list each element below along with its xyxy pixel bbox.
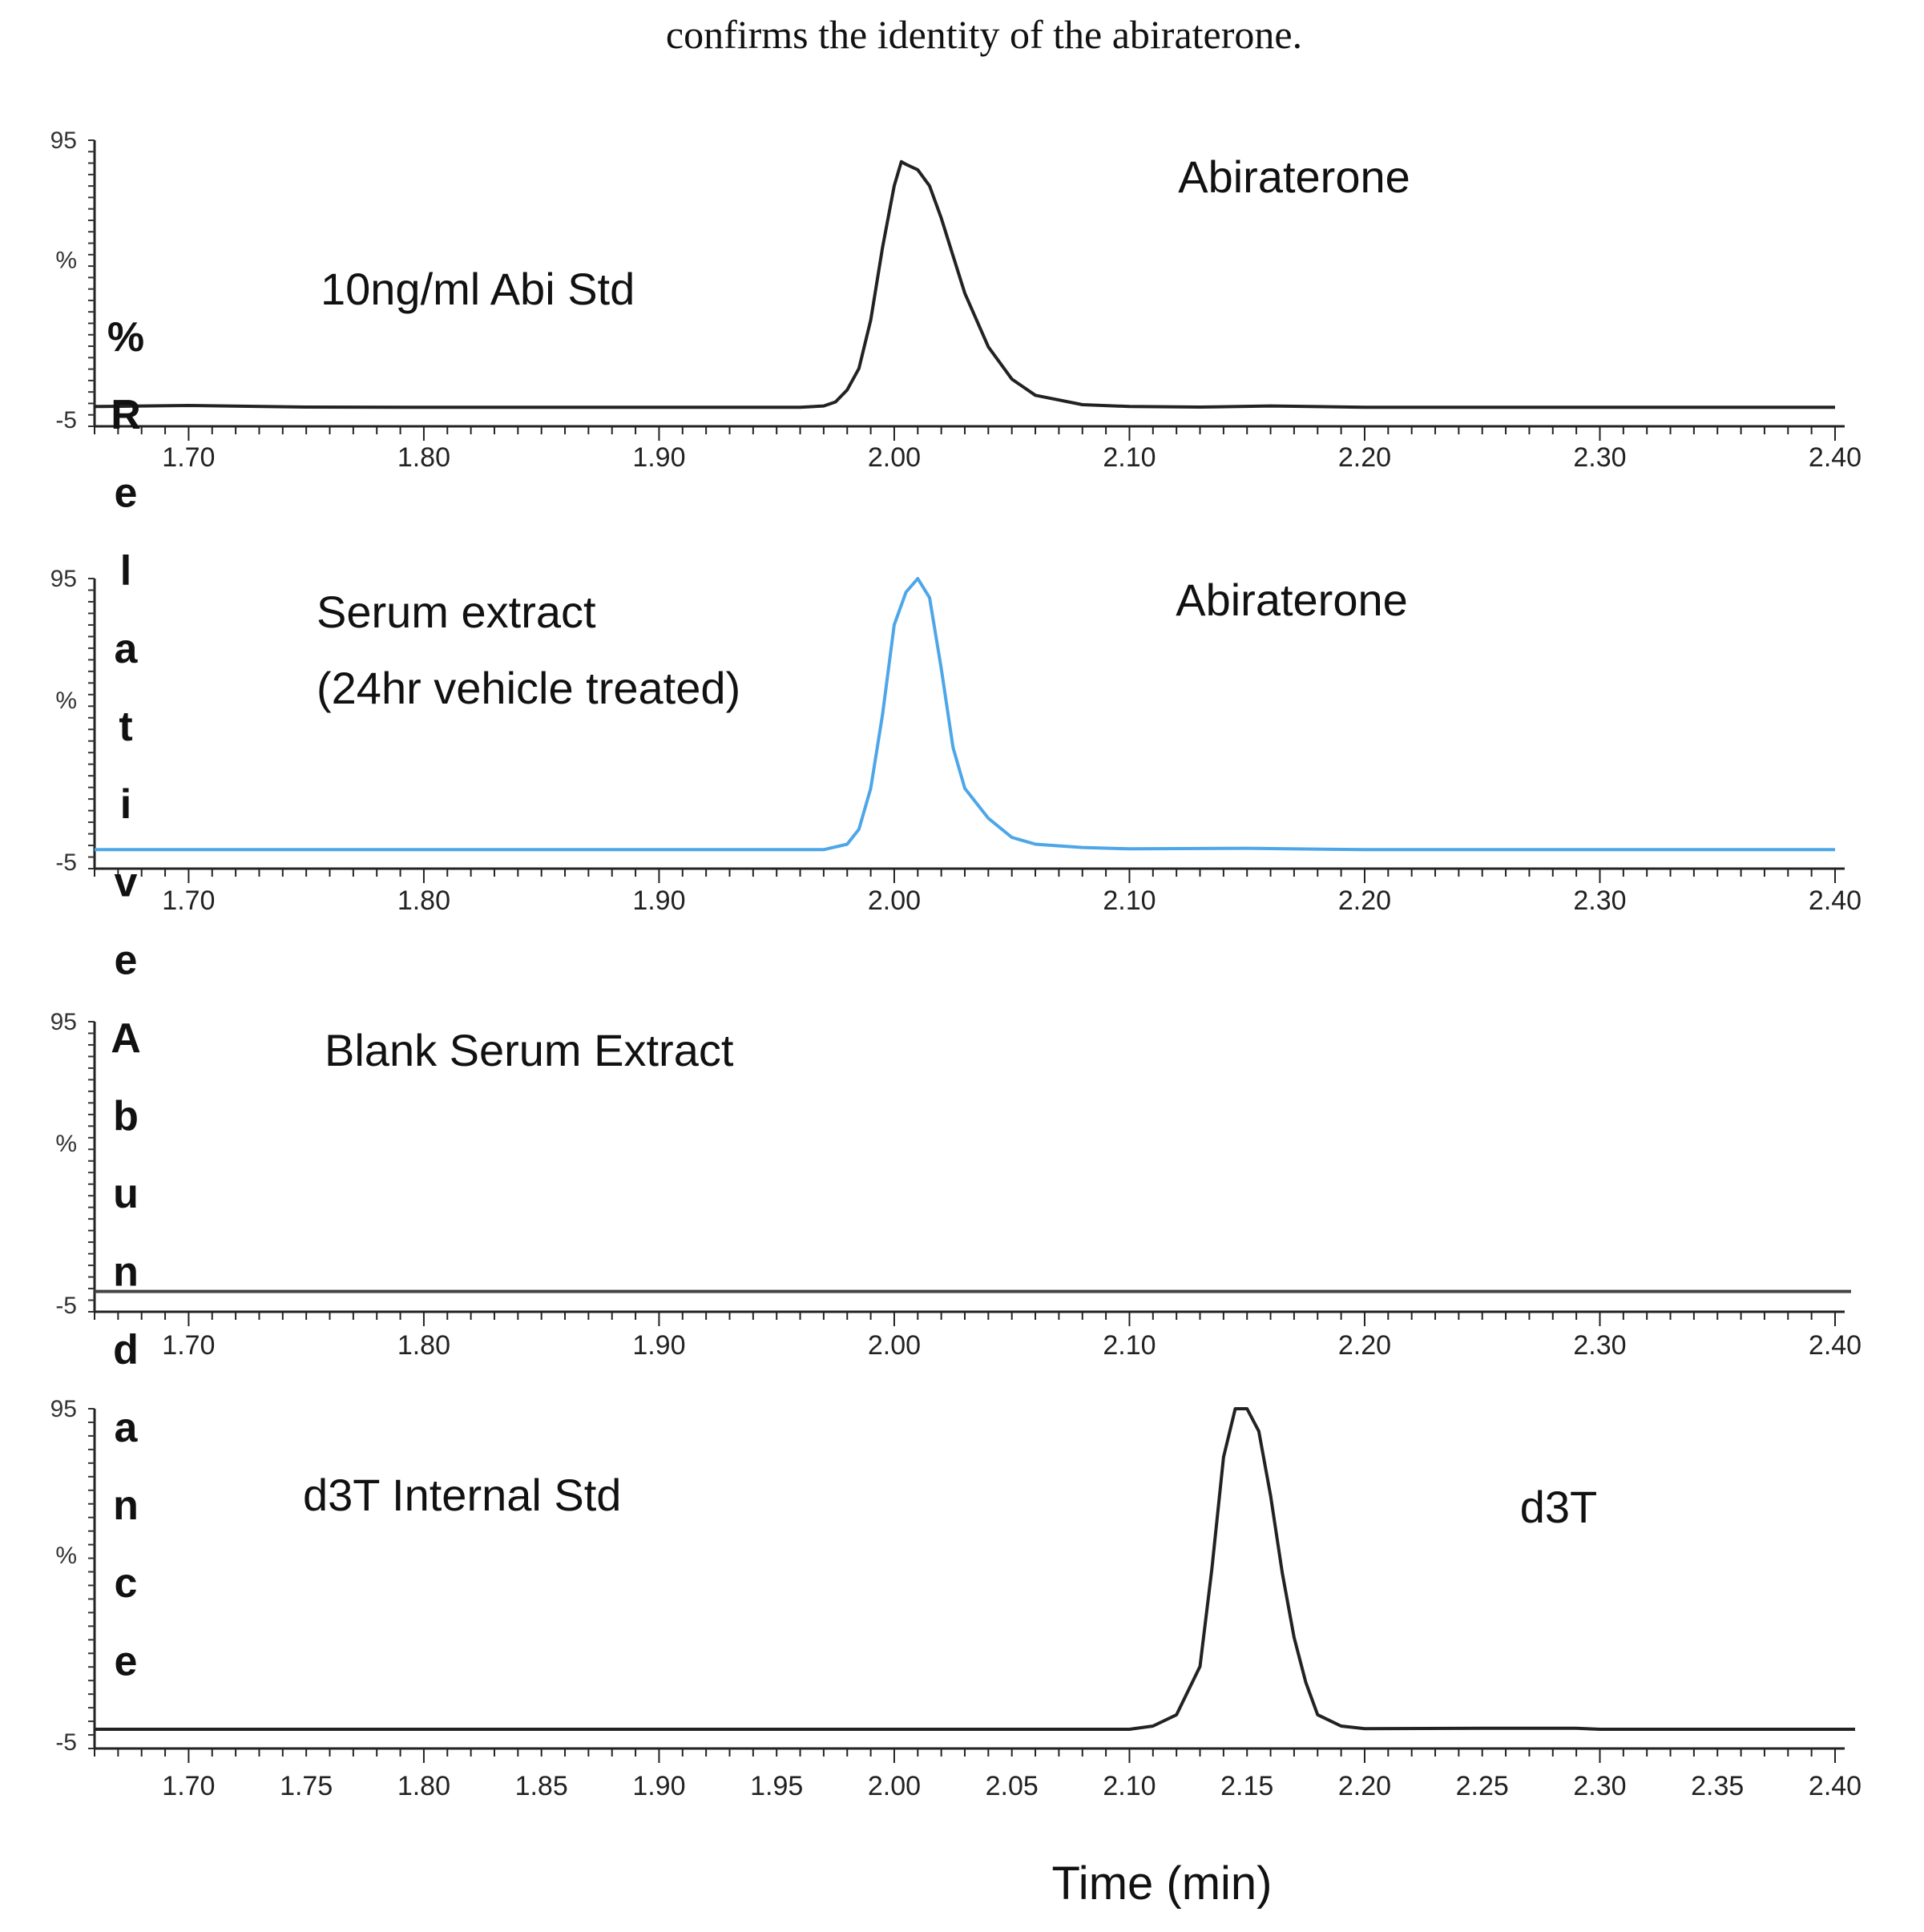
x-tick-label: 2.20: [1338, 885, 1391, 916]
y-tick-label: %: [55, 1131, 77, 1157]
x-tick-label: 2.00: [868, 1330, 921, 1361]
x-axis-label: Time (min): [1052, 1857, 1273, 1910]
y-tick-label: -5: [55, 407, 77, 434]
x-tick-label: 2.35: [1691, 1771, 1744, 1801]
x-tick-label: 2.00: [868, 1771, 921, 1801]
y-tick-label: %: [55, 688, 77, 714]
y-axis-label-letter: %: [107, 314, 144, 361]
panel-label: 10ng/ml Abi Std: [321, 264, 635, 314]
series-line: [95, 577, 1835, 852]
x-tick-label: 2.40: [1809, 442, 1861, 473]
y-tick-label: %: [55, 248, 77, 274]
y-tick-label: -5: [55, 1293, 77, 1319]
x-tick-label: 1.80: [397, 1771, 450, 1801]
y-axis-label-letter: a: [115, 626, 139, 672]
x-tick-label: 1.80: [397, 442, 450, 473]
x-tick-label: 2.25: [1456, 1771, 1509, 1801]
panel-label: (24hr vehicle treated): [317, 663, 740, 713]
x-tick-label: 2.10: [1103, 1330, 1156, 1361]
x-tick-label: 1.70: [162, 1771, 215, 1801]
y-tick-label: 95: [50, 566, 77, 592]
chart-panel-2: 95% -5 1.70 1.80 1.90 2.00 2.10 2.20 2.30 2.40 Ser…: [50, 566, 1861, 916]
x-tick-label: 2.10: [1103, 1771, 1156, 1801]
y-axis-label-letter: n: [113, 1248, 139, 1295]
panel-label: Blank Serum Extract: [325, 1025, 734, 1075]
y-tick-label: %: [55, 1543, 77, 1569]
x-tick-label: 1.90: [632, 885, 685, 916]
x-tick-label: 1.75: [280, 1771, 333, 1801]
y-axis-label-letter: t: [119, 704, 132, 750]
x-tick-label: 2.20: [1338, 442, 1391, 473]
x-tick-label: 1.85: [515, 1771, 568, 1801]
x-tick-label: 1.70: [162, 885, 215, 916]
x-tick-label: 2.30: [1573, 1330, 1626, 1361]
y-axis-label-letter: i: [120, 781, 131, 828]
y-axis-label-letter: e: [115, 1638, 138, 1684]
chart-panel-3: 95% -5 1.70 1.80 1.90 2.00 2.10 2.20 2.30 2.40 Bla…: [50, 1009, 1861, 1361]
y-axis-label-letter: l: [120, 548, 131, 595]
series-line: [94, 159, 1835, 409]
y-axis-label-letter: A: [111, 1015, 141, 1062]
x-tick-label: 2.30: [1573, 885, 1626, 916]
panel-label: Serum extract: [317, 587, 596, 637]
x-tick-label: 1.95: [750, 1771, 803, 1801]
y-axis-label-letter: R: [111, 392, 141, 438]
x-tick-label: 1.80: [397, 885, 450, 916]
y-tick-label: 95: [50, 127, 77, 154]
y-tick-label: 95: [50, 1009, 77, 1035]
peak-label: Abiraterone: [1178, 151, 1410, 202]
x-tick-label: 2.30: [1573, 1771, 1626, 1801]
y-axis-label-letter: a: [115, 1405, 139, 1451]
x-tick-label: 2.00: [868, 442, 921, 473]
x-tick-label: 2.40: [1809, 1771, 1861, 1801]
y-axis-label-letter: c: [115, 1560, 138, 1607]
x-tick-label: 1.80: [397, 1330, 450, 1361]
y-axis-label-letter: v: [115, 859, 138, 905]
x-tick-label: 2.05: [986, 1771, 1039, 1801]
peak-label: d3T: [1520, 1482, 1598, 1532]
x-tick-label: 2.20: [1338, 1330, 1391, 1361]
x-tick-label: 2.00: [868, 885, 921, 916]
y-axis-label-letter: d: [113, 1327, 139, 1373]
y-tick-label: 95: [50, 1396, 77, 1422]
x-tick-label: 2.40: [1809, 885, 1861, 916]
x-tick-label: 2.40: [1809, 1330, 1861, 1361]
chart-panel-1: 95% -5 1.70 1.80 1.90 2.00 2.10 2.20 2.30 2.40 10n…: [50, 127, 1861, 473]
series-line: [95, 1407, 1855, 1731]
y-axis-label-letter: e: [115, 470, 138, 516]
x-tick-label: 1.90: [632, 1330, 685, 1361]
x-tick-label: 2.30: [1573, 442, 1626, 473]
x-tick-label: 2.10: [1103, 885, 1156, 916]
x-tick-label: 2.20: [1338, 1771, 1391, 1801]
figure-caption: confirms the identity of the abiraterone…: [665, 12, 1303, 57]
y-axis-label-letter: u: [113, 1171, 139, 1217]
y-axis-label-letter: e: [115, 938, 138, 984]
y-tick-label: -5: [55, 1729, 77, 1756]
y-tick-label: -5: [55, 849, 77, 876]
x-tick-label: 1.70: [162, 442, 215, 473]
y-axis-label-letter: b: [113, 1093, 139, 1139]
x-tick-label: 2.10: [1103, 442, 1156, 473]
x-tick-label: 1.90: [632, 1771, 685, 1801]
panel-label: d3T Internal Std: [303, 1470, 621, 1520]
peak-label: Abiraterone: [1176, 575, 1408, 625]
x-tick-label: 1.70: [162, 1330, 215, 1361]
x-tick-label: 1.90: [632, 442, 685, 473]
y-axis-label-letter: n: [113, 1482, 139, 1529]
chart-panel-4: 95% -5 1.70 1.75 1.80 1.85 1.90 1.95 2.00 2.05 2.1…: [50, 1396, 1861, 1801]
x-tick-label: 2.15: [1220, 1771, 1273, 1801]
